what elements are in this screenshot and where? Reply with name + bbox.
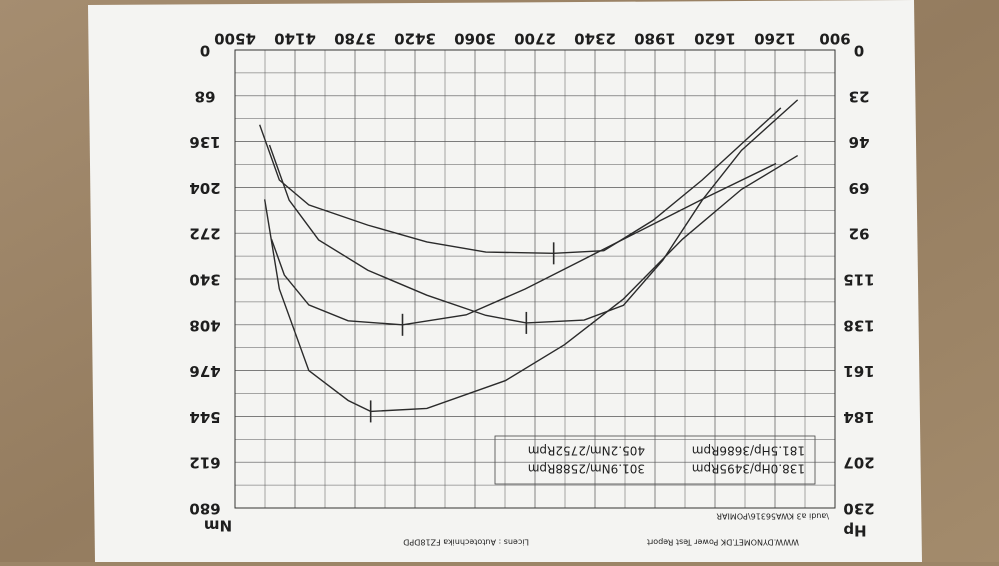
- x-tick-label: 3780: [334, 30, 376, 48]
- y-tick-label: 115: [843, 271, 874, 289]
- x-tick-label: 4140: [274, 30, 316, 48]
- y-tick-label: 0: [854, 42, 864, 60]
- x-tick-label: 1980: [634, 30, 676, 48]
- y2-axis-label: Nm: [204, 517, 232, 535]
- y-tick-label: 161: [843, 362, 874, 380]
- curve: [270, 162, 777, 326]
- y-tick-label: 184: [843, 408, 874, 426]
- y-tick-label: 46: [849, 133, 870, 151]
- license: Licens : Autotechnika FZ18DPD: [403, 538, 529, 547]
- y2-tick-label: 204: [189, 179, 220, 197]
- x-tick-label: 3420: [394, 30, 436, 48]
- dyno-chart: WWW.DYNOMET.DK Power Test Report Licens …: [189, 30, 874, 547]
- x-tick-label: 2340: [574, 30, 616, 48]
- result-annotation: 138.0Hp/3495Rpm: [692, 462, 805, 476]
- plot-frame: [234, 49, 836, 509]
- y2-tick-label: 544: [189, 408, 220, 426]
- y2-tick-label: 612: [189, 454, 220, 472]
- result-annotation: 405.2Nm/2752Rpm: [528, 444, 645, 458]
- y2-tick-label: 408: [189, 316, 220, 334]
- y-tick-label: 207: [843, 454, 874, 472]
- y2-tick-label: 340: [189, 271, 220, 289]
- x-tick-label: 3060: [454, 30, 496, 48]
- subtitle: \audi a3 KWA56316\POMIAR: [716, 512, 829, 521]
- curve: [259, 107, 782, 255]
- y2-tick-label: 68: [195, 87, 216, 105]
- x-tick-label: 2700: [514, 30, 556, 48]
- y-tick-label: 230: [843, 500, 874, 518]
- x-tick-label: 1620: [694, 30, 736, 48]
- curve: [263, 154, 799, 413]
- report-title: WWW.DYNOMET.DK Power Test Report: [647, 538, 799, 547]
- x-tick-label: 1260: [754, 30, 796, 48]
- y2-tick-label: 476: [189, 362, 220, 380]
- y-tick-label: 92: [849, 225, 870, 243]
- x-tick-label: 900: [819, 30, 850, 48]
- y-tick-label: 69: [849, 179, 870, 197]
- result-annotation: 301.9Nm/2588Rpm: [528, 462, 645, 476]
- x-tick-label: 4500: [214, 30, 256, 48]
- y2-tick-label: 136: [189, 133, 220, 151]
- y2-tick-label: 272: [189, 225, 220, 243]
- y2-tick-label: 680: [189, 500, 220, 518]
- y-tick-label: 138: [843, 316, 874, 334]
- y2-tick-label: 0: [200, 42, 210, 60]
- y-axis-label: Hp: [843, 522, 867, 540]
- result-annotation: 181.5Hp/3686Rpm: [692, 444, 805, 458]
- y-tick-label: 23: [849, 87, 870, 105]
